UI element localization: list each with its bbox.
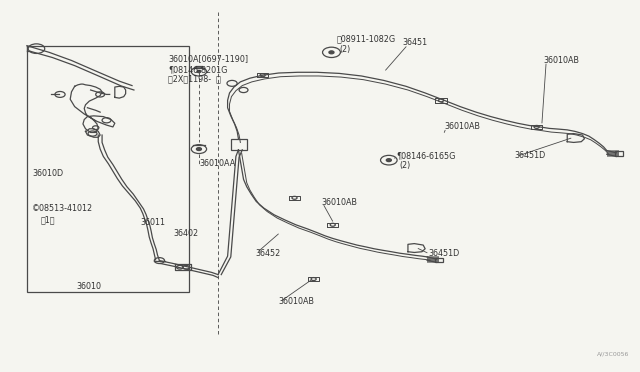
Text: 36452: 36452 (255, 249, 280, 258)
Text: ¶08146-8201G: ¶08146-8201G (168, 65, 228, 74)
Circle shape (196, 148, 202, 151)
Text: 36010D: 36010D (32, 169, 63, 177)
Text: A//3C0056: A//3C0056 (596, 352, 629, 357)
Text: (2): (2) (339, 45, 350, 54)
Text: 36451D: 36451D (515, 151, 546, 160)
Text: (2): (2) (399, 161, 411, 170)
Text: 36011: 36011 (140, 218, 165, 227)
Bar (231, 139, 246, 150)
Text: 36451D: 36451D (428, 249, 460, 258)
Circle shape (197, 70, 201, 73)
Circle shape (329, 51, 334, 54)
Bar (435, 258, 443, 262)
Text: 〨2X〩1198-  〩: 〨2X〩1198- 〩 (168, 75, 221, 84)
Text: 36010AB: 36010AB (321, 198, 357, 207)
Text: 36010AB: 36010AB (278, 297, 315, 306)
Text: 36010AA: 36010AA (199, 158, 235, 168)
Text: 36010: 36010 (77, 282, 102, 291)
Text: 36451: 36451 (403, 38, 428, 47)
Text: ¶08146-6165G: ¶08146-6165G (396, 151, 456, 160)
Text: 36010A[0697-1190]: 36010A[0697-1190] (168, 54, 248, 63)
Text: 36402: 36402 (173, 229, 198, 238)
Bar (27, 46, 189, 292)
Text: Ⓞ08911-1082G: Ⓞ08911-1082G (337, 35, 396, 44)
Bar (615, 151, 623, 156)
Circle shape (387, 159, 392, 161)
Text: ©08513-41012: ©08513-41012 (32, 204, 93, 214)
Text: 〨1〩: 〨1〩 (41, 215, 56, 224)
Text: 36010AB: 36010AB (444, 122, 480, 131)
Text: 36010AB: 36010AB (543, 56, 579, 65)
